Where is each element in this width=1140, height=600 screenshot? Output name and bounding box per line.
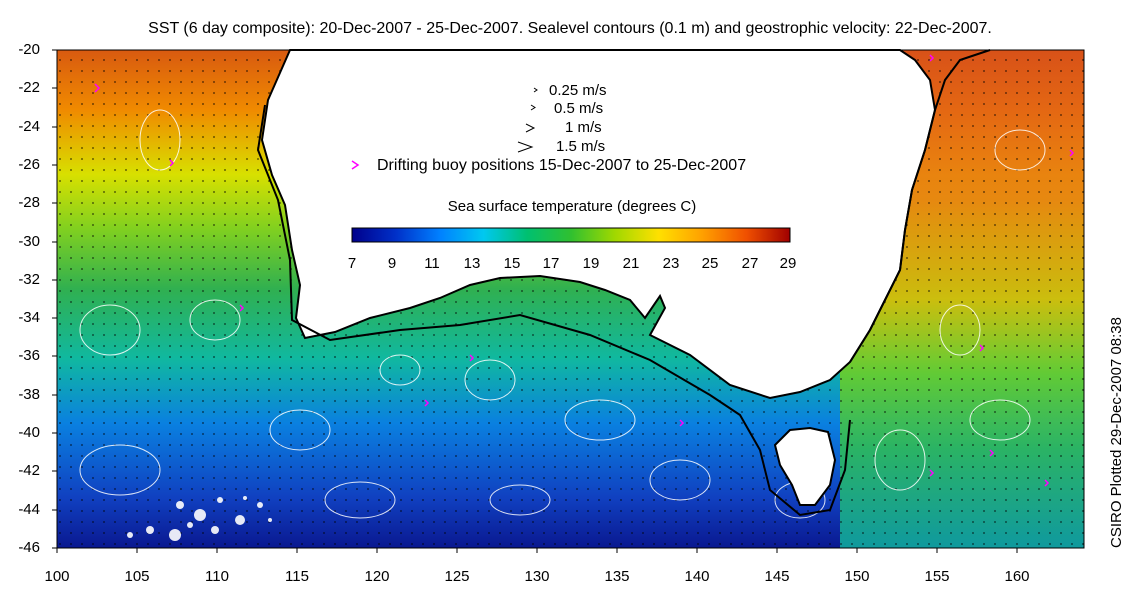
- colorbar-tick: 11: [424, 255, 440, 272]
- y-tick-label: -46: [18, 539, 40, 556]
- x-tick-label: 140: [684, 568, 710, 585]
- colorbar-tick: 17: [542, 255, 560, 272]
- y-tick-label: -22: [18, 79, 40, 96]
- drifting-buoys: [94, 54, 1075, 487]
- x-tick-marks: [56, 548, 1018, 553]
- colorbar-tick: 25: [701, 255, 719, 272]
- y-tick-label: -42: [18, 462, 40, 479]
- x-tick-label: 100: [44, 568, 70, 585]
- y-tick-label: -38: [18, 386, 40, 403]
- y-tick-label: -32: [18, 271, 40, 288]
- x-tick-label: 120: [364, 568, 390, 585]
- velocity-legend-label: 0.25 m/s: [549, 82, 607, 99]
- colorbar-tick: 7: [347, 255, 357, 272]
- y-tick-label: -40: [18, 424, 40, 441]
- y-tick-label: -26: [18, 156, 40, 173]
- x-tick-label: 135: [604, 568, 630, 585]
- buoy-legend-marker: [351, 160, 360, 170]
- velocity-legend-label: 1.5 m/s: [556, 138, 606, 155]
- x-tick-label: 145: [764, 568, 790, 585]
- y-tick-label: -36: [18, 347, 40, 364]
- velocity-legend-label: 1 m/s: [565, 119, 602, 136]
- x-tick-label: 105: [124, 568, 150, 585]
- colorbar: [351, 227, 791, 243]
- y-tick-label: -34: [18, 309, 40, 326]
- tasmania: [773, 426, 837, 506]
- sealevel-contours: [79, 109, 1046, 519]
- colorbar-tick: 21: [622, 255, 640, 272]
- colorbar-tick: 15: [503, 255, 521, 272]
- velocity-legend-arrows: [517, 87, 538, 153]
- east-coast: [849, 49, 991, 363]
- x-tick-label: 125: [444, 568, 470, 585]
- shelf-break: [256, 104, 851, 517]
- y-tick-label: -44: [18, 501, 40, 518]
- colorbar-tick: 13: [463, 255, 481, 272]
- y-tick-label: -28: [18, 194, 40, 211]
- colorbar-tick: 9: [387, 255, 397, 272]
- x-tick-label: 130: [524, 568, 550, 585]
- colorbar-tick: 27: [741, 255, 759, 272]
- velocity-legend-label: 0.5 m/s: [554, 100, 604, 117]
- map-frame: [56, 49, 1085, 549]
- cloud-speckle: [127, 496, 272, 541]
- x-tick-label: 160: [1004, 568, 1030, 585]
- y-tick-label: -24: [18, 118, 40, 135]
- x-tick-label: 115: [285, 568, 309, 585]
- x-tick-label: 155: [924, 568, 950, 585]
- y-tick-label: -20: [18, 41, 40, 58]
- plot-credit: CSIRO Plotted 29-Dec-2007 08:38: [1108, 317, 1125, 548]
- colorbar-tick: 19: [582, 255, 600, 272]
- y-tick-marks: [52, 49, 57, 549]
- colorbar-title: Sea surface temperature (degrees C): [447, 198, 697, 215]
- x-tick-label: 110: [205, 568, 229, 585]
- buoy-legend-label: Drifting buoy positions 15-Dec-2007 to 2…: [377, 157, 747, 174]
- x-tick-label: 150: [844, 568, 870, 585]
- y-tick-label: -30: [18, 233, 40, 250]
- map-title: SST (6 day composite): 20-Dec-2007 - 25-…: [148, 20, 992, 37]
- colorbar-tick: 29: [779, 255, 797, 272]
- colorbar-tick: 23: [662, 255, 680, 272]
